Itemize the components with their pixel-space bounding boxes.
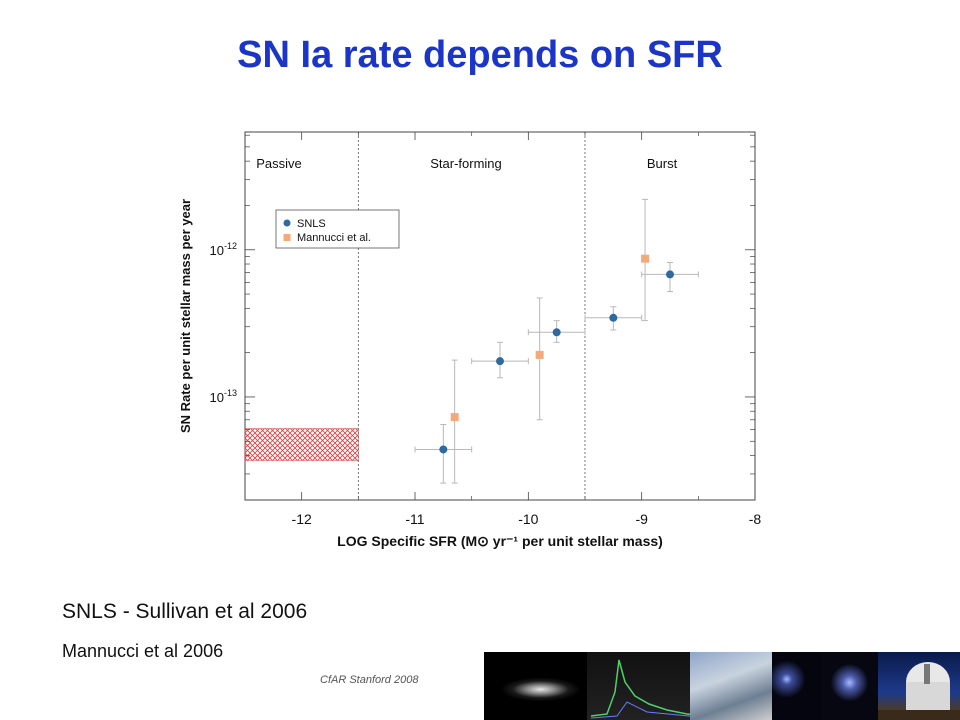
observatory-photo <box>878 652 960 720</box>
snls-point <box>496 357 504 366</box>
x-tick-label: -11 <box>405 511 424 527</box>
observatory-dome-icon <box>878 662 960 720</box>
spiral-galaxy-photo <box>820 652 879 720</box>
reference-snls: SNLS - Sullivan et al 2006 <box>62 600 308 623</box>
legend-box <box>275 209 400 249</box>
footer-note: CfAR Stanford 2008 <box>320 674 419 686</box>
legend-snls-marker <box>283 219 291 227</box>
spectrum-curve-icon <box>590 659 691 719</box>
legend-mannucci-label: Mannucci et al. <box>297 232 371 244</box>
galaxy-photo <box>484 652 588 720</box>
legend-mannucci-marker <box>283 234 291 241</box>
snls-point <box>666 270 674 279</box>
snls-point <box>609 313 618 322</box>
reference-mannucci: Mannucci et al 2006 <box>62 641 224 661</box>
mannucci-point <box>450 413 459 422</box>
legend-snls-label: SNLS <box>297 218 326 230</box>
sn-rate-chart: -12 -11 -10 -9 -8 10-12 10-13 Passive Star-form… <box>178 131 762 549</box>
x-tick-label: -8 <box>749 511 762 527</box>
y-axis-label: SN Rate per unit stellar mass per year <box>178 199 193 433</box>
slide-title: SN Ia rate depends on SFR <box>237 34 723 76</box>
x-tick-label: -12 <box>292 511 312 527</box>
x-axis-label: LOG Specific SFR (M⊙ yr⁻¹ per unit stell… <box>337 533 663 549</box>
sn-host-photo <box>771 652 821 720</box>
y-tick-label: 10-13 <box>210 388 237 405</box>
snls-point <box>439 445 448 454</box>
mannucci-point <box>535 350 544 359</box>
region-label-star-forming: Star-forming <box>430 156 502 171</box>
mannucci-point <box>641 254 650 263</box>
legend: SNLS Mannucci et al. <box>275 209 400 249</box>
snls-point <box>552 328 561 337</box>
passive-rate-band <box>244 428 359 461</box>
x-tick-label: -9 <box>635 511 648 527</box>
region-label-passive: Passive <box>256 156 302 171</box>
plot-frame <box>244 131 756 501</box>
camera-photo <box>690 652 772 720</box>
y-tick-label: 10-12 <box>210 241 237 258</box>
region-label-burst: Burst <box>647 156 678 171</box>
spectrum-photo <box>587 652 691 720</box>
photo-strip <box>484 652 960 720</box>
x-tick-label: -10 <box>518 511 538 527</box>
